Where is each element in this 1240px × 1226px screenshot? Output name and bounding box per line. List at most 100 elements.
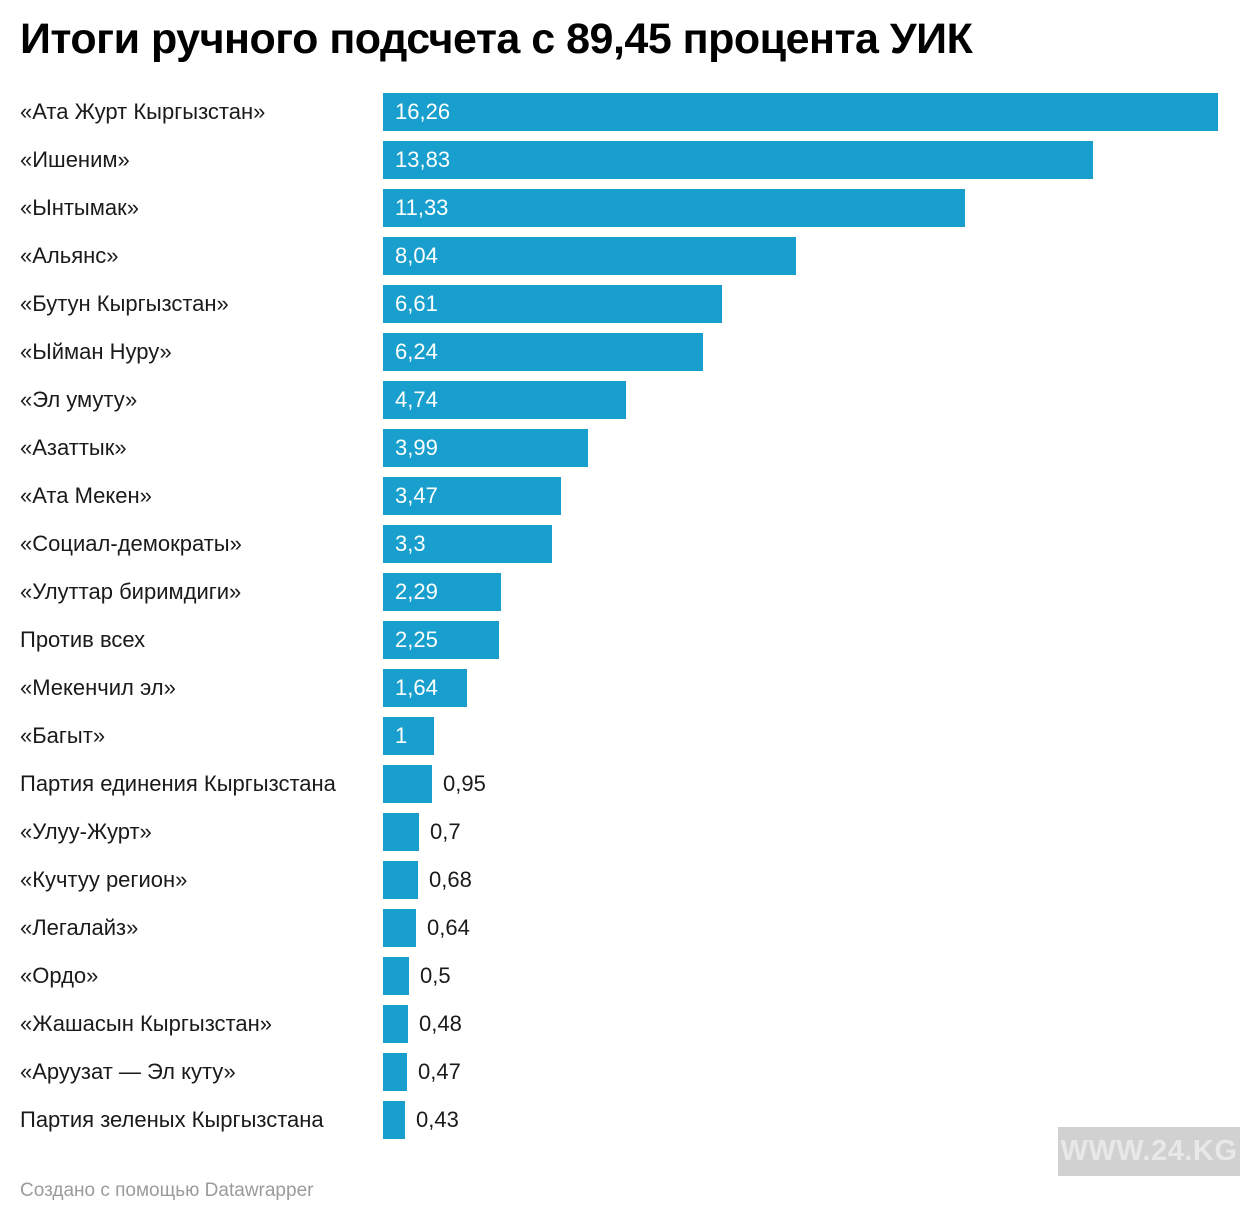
bar-track: 6,24: [363, 333, 1240, 371]
chart-row: «Ыйман Нуру» 6,24: [0, 333, 1240, 371]
watermark-text: WWW.24.KG: [1060, 1135, 1238, 1167]
bar-value: 0,95: [443, 771, 486, 796]
bar: [383, 1101, 405, 1139]
bar-value: 2,25: [395, 627, 438, 652]
chart-row: «Улуу-Журт» 0,7: [0, 813, 1240, 851]
bar-value: 2,29: [395, 579, 438, 604]
bar-value: 0,5: [420, 963, 451, 988]
bar: 1,64: [383, 669, 467, 707]
bar-label: «Аруузат — Эл куту»: [20, 1059, 236, 1084]
chart-row: «Багыт» 1: [0, 717, 1240, 755]
bar-value: 11,33: [395, 195, 449, 220]
bar-value: 13,83: [395, 147, 451, 172]
bar-label: «Ордо»: [20, 963, 99, 988]
bar: [383, 1005, 408, 1043]
bar-track: 0,47: [363, 1053, 1240, 1091]
bar-track: 16,26: [363, 93, 1240, 131]
bar-label: Против всех: [20, 627, 146, 652]
bar-label: «Жашасын Кыргызстан»: [20, 1011, 272, 1036]
bar-track: 0,5: [363, 957, 1240, 995]
bar-value: 0,47: [418, 1059, 461, 1084]
bar-track: 11,33: [363, 189, 1240, 227]
bar: 3,3: [383, 525, 552, 563]
bar-label: «Ыйман Нуру»: [20, 339, 172, 364]
chart-row: «Аруузат — Эл куту» 0,47: [0, 1053, 1240, 1091]
bar-value: 0,68: [429, 867, 472, 892]
chart-row: «Ордо» 0,5: [0, 957, 1240, 995]
bar: [383, 813, 419, 851]
bar-label: «Эл умуту»: [20, 387, 138, 412]
bar-track: 0,64: [363, 909, 1240, 947]
bar-label: «Азаттык»: [20, 435, 127, 460]
bar-track: 1,64: [363, 669, 1240, 707]
bar-track: 4,74: [363, 381, 1240, 419]
bar: 4,74: [383, 381, 626, 419]
bar-track: 3,47: [363, 477, 1240, 515]
bar: 8,04: [383, 237, 796, 275]
watermark-badge: WWW.24.KG: [1058, 1127, 1240, 1176]
bar-value: 0,43: [416, 1107, 459, 1132]
chart-row: «Мекенчил эл» 1,64: [0, 669, 1240, 707]
bar-value: 0,48: [419, 1011, 462, 1036]
bar-value: 3,99: [395, 435, 438, 460]
chart-row: «Ата Журт Кыргызстан» 16,26: [0, 93, 1240, 131]
bar-value: 6,24: [395, 339, 438, 364]
bar-label: «Легалайз»: [20, 915, 139, 940]
chart-row: «Кучтуу регион» 0,68: [0, 861, 1240, 899]
bar-label: «Мекенчил эл»: [20, 675, 176, 700]
chart-row: «Ата Мекен» 3,47: [0, 477, 1240, 515]
bar-label: «Альянс»: [20, 243, 119, 268]
bar: 13,83: [383, 141, 1093, 179]
bar-label: «Ынтымак»: [20, 195, 139, 220]
bar: 2,29: [383, 573, 501, 611]
bar-track: 1: [363, 717, 1240, 755]
bar-label: «Ата Мекен»: [20, 483, 152, 508]
bar: 6,61: [383, 285, 722, 323]
bar-label: «Улуу-Журт»: [20, 819, 152, 844]
bar-track: 8,04: [363, 237, 1240, 275]
bar-track: 2,29: [363, 573, 1240, 611]
chart-row: Партия единения Кыргызстана 0,95: [0, 765, 1240, 803]
chart-row: «Улуттар биримдиги» 2,29: [0, 573, 1240, 611]
chart-row: «Азаттык» 3,99: [0, 429, 1240, 467]
bar-track: 0,95: [363, 765, 1240, 803]
bar-value: 3,3: [395, 531, 426, 556]
bar-track: 0,7: [363, 813, 1240, 851]
chart-row: «Бутун Кыргызстан» 6,61: [0, 285, 1240, 323]
bar: 6,24: [383, 333, 703, 371]
chart-row: «Ынтымак» 11,33: [0, 189, 1240, 227]
bar-value: 8,04: [395, 243, 438, 268]
bar-track: 0,48: [363, 1005, 1240, 1043]
bar-value: 3,47: [395, 483, 438, 508]
bar-track: 6,61: [363, 285, 1240, 323]
chart-row: Партия зеленых Кыргызстана 0,43: [0, 1101, 1240, 1139]
bar-label: Партия единения Кыргызстана: [20, 771, 336, 796]
bar-track: 3,99: [363, 429, 1240, 467]
bar-label: Партия зеленых Кыргызстана: [20, 1107, 324, 1132]
chart-row: «Эл умуту» 4,74: [0, 381, 1240, 419]
bar-track: 3,3: [363, 525, 1240, 563]
chart-title: Итоги ручного подсчета с 89,45 процента …: [20, 15, 973, 63]
bar: 3,47: [383, 477, 561, 515]
bar-chart: «Ата Журт Кыргызстан» 16,26 «Ишеним» 13,83 «…: [0, 93, 1240, 1149]
chart-row: «Ишеним» 13,83: [0, 141, 1240, 179]
bar: [383, 861, 418, 899]
bar-track: 13,83: [363, 141, 1240, 179]
datawrapper-credit: Создано с помощью Datawrapper: [20, 1180, 314, 1201]
chart-row: Против всех 2,25: [0, 621, 1240, 659]
bar-track: 2,25: [363, 621, 1240, 659]
bar-value: 16,26: [395, 99, 451, 124]
bar-label: «Бутун Кыргызстан»: [20, 291, 229, 316]
bar: [383, 1053, 407, 1091]
bar: [383, 909, 416, 947]
bar: 2,25: [383, 621, 499, 659]
chart-row: «Жашасын Кыргызстан» 0,48: [0, 1005, 1240, 1043]
bar: 1: [383, 717, 434, 755]
chart-row: «Легалайз» 0,64: [0, 909, 1240, 947]
bar: [383, 765, 432, 803]
bar-value: 6,61: [395, 291, 438, 316]
bar-value: 1,64: [395, 675, 438, 700]
bar-label: «Улуттар биримдиги»: [20, 579, 242, 604]
chart-row: «Альянс» 8,04: [0, 237, 1240, 275]
bar-label: «Социал-демократы»: [20, 531, 242, 556]
